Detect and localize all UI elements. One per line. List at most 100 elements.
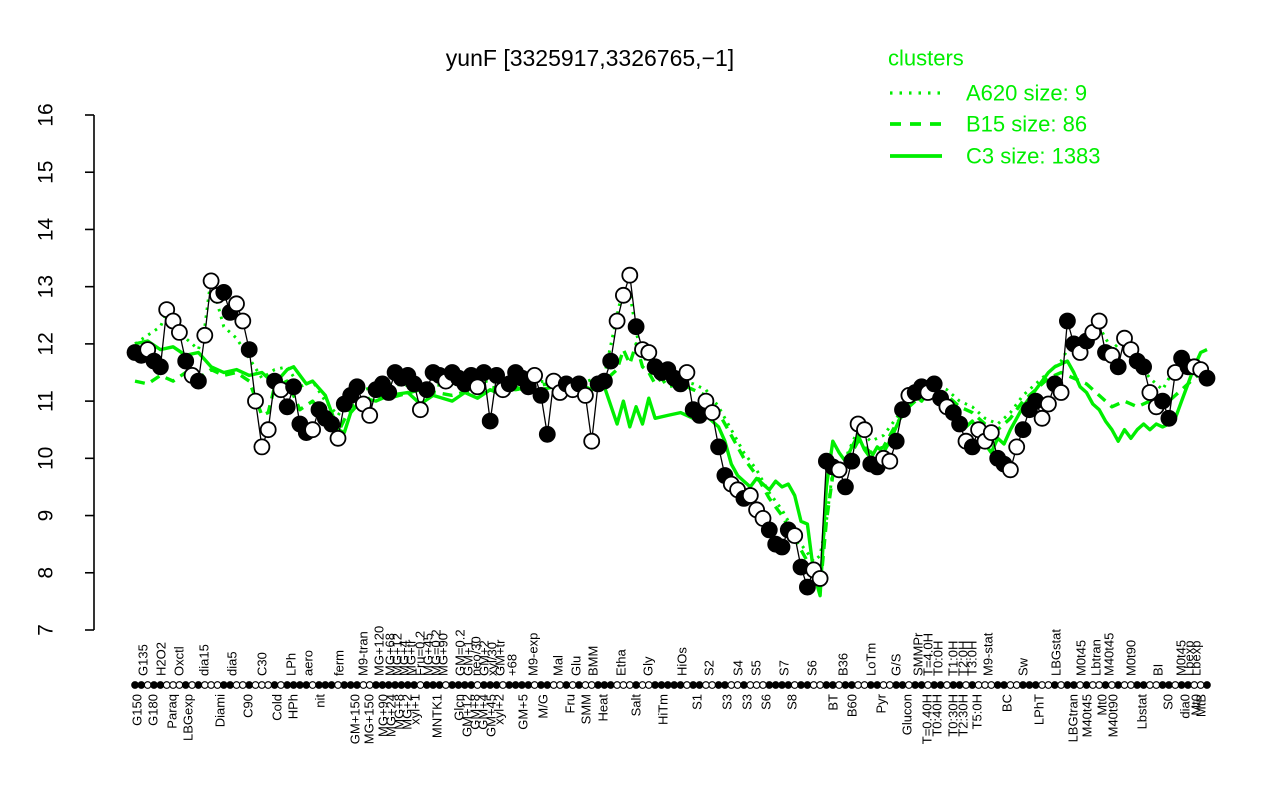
x-axis-label: M40t90 bbox=[1106, 694, 1121, 737]
profile-point-open bbox=[1002, 461, 1019, 479]
x-axis-label: aero bbox=[301, 650, 316, 676]
x-axis-label: Sw bbox=[1016, 657, 1031, 676]
x-axis-sample-marker bbox=[987, 681, 996, 689]
profile-point-open bbox=[621, 266, 639, 284]
x-axis-sample-marker bbox=[879, 681, 888, 689]
x-axis-sample-marker bbox=[981, 681, 989, 689]
x-axis-sample-marker bbox=[372, 681, 380, 689]
y-tick-label: 15 bbox=[35, 161, 58, 184]
profile-point-filled bbox=[799, 578, 816, 596]
profile-point-open bbox=[259, 421, 277, 439]
profile-point-open bbox=[786, 527, 804, 544]
x-axis-sample-marker bbox=[930, 681, 939, 689]
x-axis-label: C30 bbox=[255, 652, 270, 676]
profile-point-filled bbox=[602, 352, 620, 370]
profile-point-filled bbox=[887, 432, 905, 450]
x-axis-label: LPh bbox=[284, 653, 299, 676]
x-axis-label: M/G bbox=[536, 694, 551, 719]
x-axis-label: GM+1 bbox=[461, 640, 476, 676]
x-axis-label: MG+45 bbox=[421, 633, 436, 676]
x-axis-label: dia15 bbox=[197, 644, 212, 676]
x-axis-sample-marker bbox=[137, 681, 146, 689]
x-axis-label: dia0 bbox=[1178, 694, 1193, 719]
x-axis-sample-marker bbox=[480, 681, 488, 689]
x-axis-sample-marker bbox=[238, 681, 247, 689]
profile-point-open bbox=[1033, 409, 1051, 427]
x-axis-sample-marker bbox=[302, 681, 311, 689]
x-axis-sample-marker bbox=[530, 681, 539, 689]
profile-point-filled bbox=[240, 341, 258, 359]
x-axis-sample-marker bbox=[511, 681, 520, 689]
x-axis-sample-marker bbox=[486, 681, 495, 689]
x-axis-sample-marker bbox=[1044, 681, 1053, 689]
x-axis-label: Fru bbox=[563, 694, 578, 714]
x-axis-label: B36 bbox=[836, 653, 851, 676]
x-axis-label: M0t45 bbox=[1074, 640, 1089, 676]
x-axis-sample-marker bbox=[974, 681, 983, 689]
profile-point-open bbox=[1090, 312, 1108, 330]
profile-point-open bbox=[1008, 438, 1026, 456]
x-axis-sample-marker bbox=[131, 681, 139, 689]
x-axis-sample-marker bbox=[524, 681, 533, 689]
profile-point-open bbox=[741, 487, 759, 504]
profile-point-open bbox=[196, 326, 214, 344]
profile-point-open bbox=[615, 286, 632, 304]
profile-point-open bbox=[329, 429, 347, 447]
profile-point-filled bbox=[710, 438, 727, 456]
x-axis-sample-marker bbox=[809, 681, 818, 689]
x-axis-sample-marker bbox=[752, 681, 761, 689]
profile-point-open bbox=[1141, 384, 1159, 401]
x-axis-label: Glucon bbox=[900, 694, 915, 735]
x-axis-label: Mt0 bbox=[1095, 694, 1110, 716]
x-axis-label: GM+2 bbox=[477, 640, 492, 676]
x-axis-label: M40t45 bbox=[1102, 633, 1117, 676]
x-axis-sample-marker bbox=[346, 681, 355, 689]
y-tick-label: 8 bbox=[35, 567, 58, 579]
x-axis-sample-marker bbox=[251, 681, 260, 689]
x-axis-label: S2 bbox=[702, 660, 717, 676]
profile-point-open bbox=[411, 401, 429, 419]
x-axis-label: LPhT bbox=[1032, 694, 1047, 725]
x-axis-sample-marker bbox=[340, 681, 349, 689]
x-axis-sample-marker bbox=[258, 681, 266, 689]
x-axis-sample-marker bbox=[638, 681, 647, 689]
x-axis-sample-marker bbox=[194, 681, 203, 689]
x-axis-label: T2:30H bbox=[956, 694, 971, 737]
profile-point-open bbox=[253, 438, 271, 456]
x-axis-sample-marker bbox=[619, 681, 628, 689]
x-axis-label: HiTm bbox=[656, 694, 671, 725]
profile-point-filled bbox=[532, 386, 550, 404]
x-axis-label: GM+tr bbox=[493, 639, 508, 676]
x-axis-sample-marker bbox=[283, 681, 292, 689]
x-axis-label: MG+tr bbox=[404, 639, 419, 676]
x-axis-sample-marker bbox=[841, 681, 850, 689]
x-axis-sample-marker bbox=[213, 681, 222, 689]
x-axis-label: Glcn bbox=[452, 694, 467, 721]
profile-point-filled bbox=[894, 401, 911, 419]
x-axis-sample-marker bbox=[689, 681, 698, 689]
x-axis-sample-marker bbox=[1019, 681, 1027, 689]
x-axis-label: G180 bbox=[146, 694, 161, 726]
x-axis-label: MG+90 bbox=[376, 694, 391, 737]
x-axis-sample-marker bbox=[993, 681, 1002, 689]
cluster-line-A620 bbox=[134, 276, 1209, 563]
x-axis-label: MG=0.2 bbox=[429, 629, 444, 676]
x-axis-sample-marker bbox=[454, 681, 463, 689]
x-axis-sample-marker bbox=[962, 681, 970, 689]
x-axis-label: G135 bbox=[136, 644, 151, 676]
x-axis-sample-marker bbox=[1146, 681, 1154, 689]
x-axis-label: GM=0.2 bbox=[453, 629, 468, 676]
x-axis-sample-marker bbox=[1158, 681, 1167, 689]
profile-point-open bbox=[304, 421, 322, 439]
profile-point-open bbox=[608, 312, 626, 330]
x-axis-sample-marker bbox=[784, 681, 793, 689]
x-axis-sample-marker bbox=[245, 681, 254, 689]
x-axis-sample-marker bbox=[435, 681, 444, 689]
x-axis-sample-marker bbox=[556, 681, 564, 689]
x-axis-label: M0t90 bbox=[1124, 640, 1139, 676]
profile-point-open bbox=[228, 295, 245, 313]
x-axis-sample-marker bbox=[898, 681, 907, 689]
profile-point-filled bbox=[177, 352, 195, 370]
x-axis-label: Glu bbox=[569, 656, 584, 676]
x-axis-label: MG+90 bbox=[436, 633, 451, 676]
